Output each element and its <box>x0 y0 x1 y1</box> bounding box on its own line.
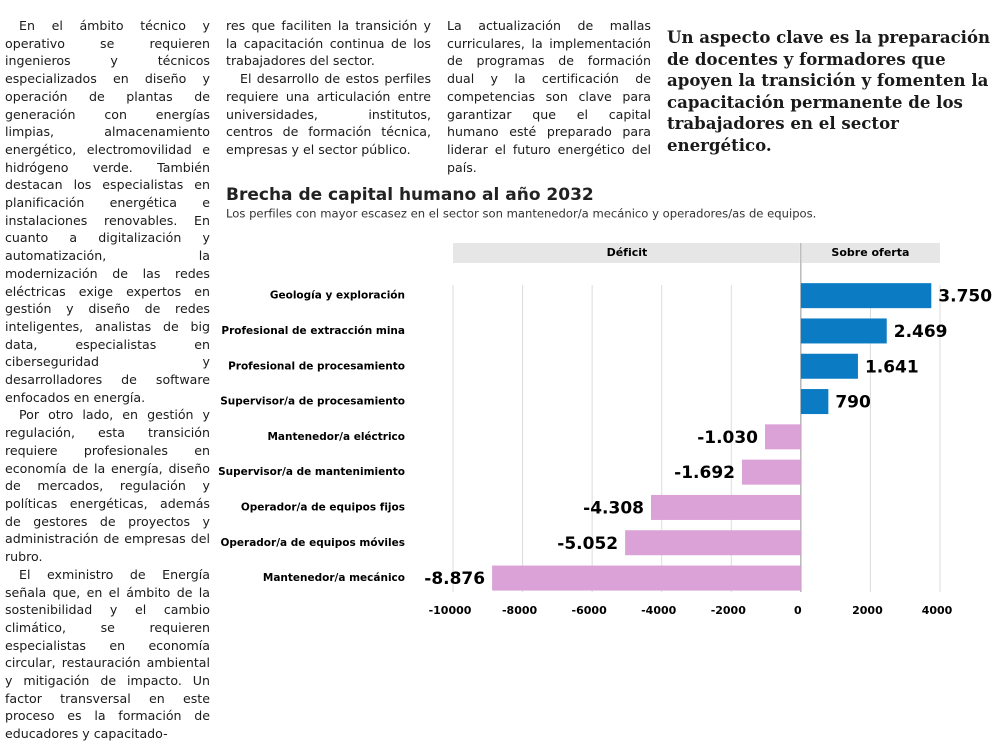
chart-title: Brecha de capital humano al año 2032 <box>226 185 594 205</box>
category-label: Mantenedor/a mecánico <box>263 572 405 584</box>
bar <box>800 283 932 309</box>
category-label: Supervisor/a de mantenimiento <box>218 466 405 478</box>
value-label: -4.308 <box>583 498 644 518</box>
bar <box>765 424 801 450</box>
chart: Brecha de capital humano al año 2032 Los… <box>218 185 992 617</box>
bar <box>492 565 801 591</box>
text-column: La actualización de mallas curriculares,… <box>447 17 651 176</box>
x-tick-label: 2000 <box>852 604 883 617</box>
paragraph: La actualización de mallas curriculares,… <box>447 18 651 175</box>
x-tick-label: -6000 <box>572 604 608 617</box>
paragraph: Por otro lado, en gestión y regulación, … <box>5 407 210 565</box>
category-label: Operador/a de equipos móviles <box>220 537 405 549</box>
paragraph: res que faciliten la transición y la cap… <box>226 18 431 69</box>
value-label: 790 <box>835 393 871 413</box>
x-tick-label: -8000 <box>502 604 538 617</box>
bar <box>741 459 801 485</box>
bar <box>800 318 887 344</box>
header-label: Sobre oferta <box>831 246 909 259</box>
paragraph: En el ámbito técnico y operativo se requ… <box>5 18 210 405</box>
bar <box>625 530 801 556</box>
value-label: -5.052 <box>557 534 618 554</box>
page: En el ámbito técnico y operativo se requ… <box>5 17 993 742</box>
value-label: 1.641 <box>865 357 919 377</box>
category-label: Operador/a de equipos fijos <box>241 501 405 513</box>
value-label: -8.876 <box>424 569 485 589</box>
bar <box>800 389 829 415</box>
bar <box>800 353 858 379</box>
x-tick-label: -4000 <box>641 604 677 617</box>
value-label: 3.750 <box>938 287 992 307</box>
category-label: Profesional de procesamiento <box>228 360 405 372</box>
x-tick-label: -2000 <box>711 604 747 617</box>
pull-quote: Un aspecto clave es la preparación de do… <box>667 27 991 155</box>
value-label: -1.030 <box>697 428 758 448</box>
header-band <box>453 243 940 263</box>
chart-subtitle: Los perfiles con mayor escasez en el sec… <box>226 207 816 221</box>
category-label: Supervisor/a de procesamiento <box>220 396 405 408</box>
x-tick-label: -10000 <box>429 604 472 617</box>
category-label: Profesional de extracción mina <box>221 325 405 337</box>
category-label: Mantenedor/a eléctrico <box>267 431 405 443</box>
paragraph: El desarrollo de estos perfiles requiere… <box>226 71 431 157</box>
bar <box>651 494 801 520</box>
x-tick-label: 0 <box>794 604 802 617</box>
value-label: -1.692 <box>674 463 735 483</box>
header-label: Déficit <box>607 246 648 259</box>
value-label: 2.469 <box>894 322 948 342</box>
x-tick-label: 4000 <box>922 604 953 617</box>
text-column: res que faciliten la transición y la cap… <box>226 17 431 159</box>
category-label: Geología y exploración <box>270 290 405 302</box>
